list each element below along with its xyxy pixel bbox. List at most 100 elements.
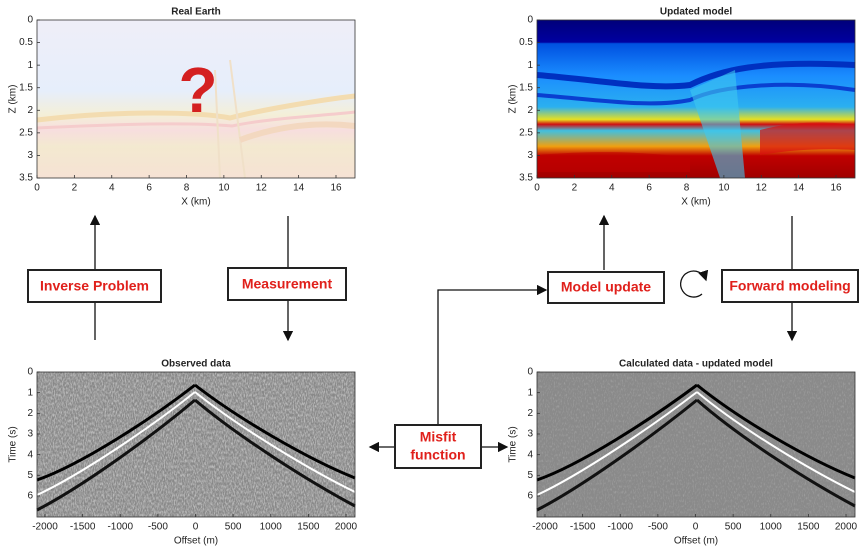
x-tick-label: 6 (146, 183, 152, 194)
x-tick-label: -500 (648, 522, 668, 533)
x-tick-label: 6 (646, 183, 652, 194)
y-tick-label: 0 (527, 367, 533, 378)
x-tick-label: 1500 (797, 522, 820, 533)
x-tick-label: 14 (293, 183, 305, 194)
updated-model-image (536, 20, 856, 178)
box-label: Measurement (242, 276, 333, 292)
x-tick-label: -500 (148, 522, 168, 533)
x-tick-label: 16 (330, 183, 342, 194)
x-tick-label: 0 (34, 183, 40, 194)
box-label: Model update (561, 279, 651, 295)
x-tick-label: 2 (72, 183, 78, 194)
y-tick-label: 3 (527, 429, 533, 440)
x-axis-label: Offset (m) (174, 536, 218, 547)
panel-title: Calculated data - updated model (619, 359, 773, 370)
y-tick-label: 2 (27, 105, 33, 116)
x-tick-label: 8 (184, 183, 190, 194)
x-tick-label: 4 (109, 183, 115, 194)
real-earth-image (36, 20, 356, 179)
box (721, 269, 859, 303)
box (547, 271, 665, 304)
box (227, 267, 347, 301)
x-tick-label: -1000 (607, 522, 633, 533)
y-axis-label: Time (s) (508, 426, 519, 462)
box-label: Misfit (420, 429, 457, 445)
y-tick-label: 3 (527, 150, 533, 161)
x-tick-label: 0 (193, 522, 199, 533)
x-tick-label: -2000 (532, 522, 558, 533)
y-tick-label: 3 (27, 150, 33, 161)
y-tick-label: 1.5 (19, 82, 33, 93)
axes-frame (36, 371, 356, 518)
x-tick-label: 10 (718, 183, 730, 194)
y-axis-label: Z (km) (508, 85, 519, 114)
y-tick-label: 1 (527, 387, 533, 398)
y-axis-label: Z (km) (8, 85, 19, 114)
y-tick-label: 0 (527, 15, 533, 26)
box (394, 424, 482, 469)
y-tick-label: 0.5 (19, 37, 33, 48)
cycle-icon (680, 269, 709, 298)
x-tick-label: 2000 (835, 522, 858, 533)
x-tick-label: 500 (725, 522, 742, 533)
x-tick-label: 12 (256, 183, 268, 194)
box-label: Inverse Problem (40, 278, 149, 294)
box-label: function (410, 447, 465, 463)
y-tick-label: 1 (527, 60, 533, 71)
x-tick-label: 2000 (335, 522, 358, 533)
y-tick-label: 1 (27, 387, 33, 398)
question-mark: ? (178, 54, 217, 126)
y-tick-label: 2.5 (19, 127, 33, 138)
x-tick-label: 14 (793, 183, 805, 194)
y-tick-label: 1.5 (519, 82, 533, 93)
x-tick-label: -1500 (570, 522, 596, 533)
x-tick-label: 500 (225, 522, 242, 533)
panel-title: Real Earth (171, 7, 220, 18)
x-axis-label: X (km) (181, 197, 210, 208)
y-tick-label: 1 (27, 60, 33, 71)
y-tick-label: 3 (27, 429, 33, 440)
calculated-data-image (536, 372, 856, 517)
y-tick-label: 5 (27, 470, 33, 481)
y-tick-label: 0 (27, 367, 33, 378)
y-tick-label: 2 (527, 105, 533, 116)
y-tick-label: 0 (27, 15, 33, 26)
x-tick-label: -1000 (107, 522, 133, 533)
x-tick-label: 0 (693, 522, 699, 533)
x-tick-label: 2 (572, 183, 578, 194)
y-tick-label: 2 (527, 408, 533, 419)
axes-frame (36, 19, 356, 179)
y-tick-label: 2.5 (519, 127, 533, 138)
x-tick-label: -2000 (32, 522, 58, 533)
box-label: Forward modeling (729, 278, 850, 294)
box (27, 269, 162, 303)
x-tick-label: -1500 (70, 522, 96, 533)
x-tick-label: 16 (830, 183, 842, 194)
y-tick-label: 2 (27, 408, 33, 419)
x-tick-label: 10 (218, 183, 230, 194)
y-tick-label: 3.5 (19, 173, 33, 184)
x-tick-label: 1000 (260, 522, 283, 533)
y-tick-label: 6 (27, 491, 33, 502)
x-tick-label: 1000 (760, 522, 783, 533)
observed-data-image (36, 372, 356, 517)
y-tick-label: 4 (527, 449, 533, 460)
x-tick-label: 12 (756, 183, 768, 194)
y-tick-label: 4 (27, 449, 33, 460)
panel-title: Observed data (161, 359, 231, 370)
panel-title: Updated model (660, 7, 732, 18)
x-tick-label: 4 (609, 183, 615, 194)
y-tick-label: 6 (527, 491, 533, 502)
y-tick-label: 0.5 (519, 37, 533, 48)
y-tick-label: 5 (527, 470, 533, 481)
x-tick-label: 8 (684, 183, 690, 194)
x-axis-label: Offset (m) (674, 536, 718, 547)
x-axis-label: X (km) (681, 197, 710, 208)
y-axis-label: Time (s) (8, 426, 19, 462)
axes-frame (536, 371, 856, 518)
axes-frame (536, 19, 856, 179)
y-tick-label: 3.5 (519, 173, 533, 184)
x-tick-label: 1500 (297, 522, 320, 533)
